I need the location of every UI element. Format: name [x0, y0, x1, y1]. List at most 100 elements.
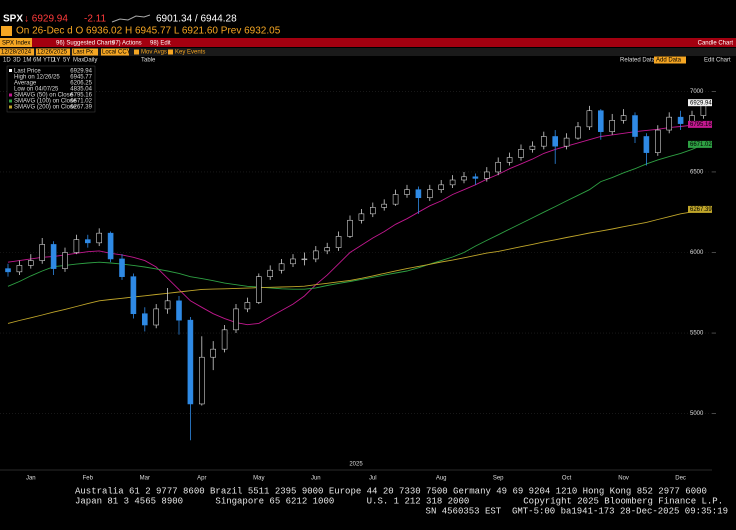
- legend-label: SMAVG (200) on Close: [14, 105, 77, 111]
- candle-body: [666, 116, 673, 131]
- legend-label: High on 12/26/25: [14, 75, 60, 81]
- candle-body: [654, 129, 661, 153]
- last-value-tag: [688, 99, 712, 107]
- add-box[interactable]: [654, 56, 686, 64]
- menu-bar: [0, 38, 736, 47]
- x-axis-label: 2025: [349, 462, 363, 468]
- range-button[interactable]: 1D: [3, 58, 11, 64]
- legend-swatch: [9, 93, 12, 97]
- security-box[interactable]: [0, 38, 32, 47]
- candle-body: [301, 258, 308, 261]
- moving-average-line: [7, 123, 704, 326]
- legend-swatch: [9, 105, 12, 109]
- candle-body: [426, 189, 433, 199]
- legend-value: 6795.16: [70, 93, 92, 99]
- x-tick-label: Oct: [562, 476, 572, 482]
- x-tick-label: Apr: [197, 476, 206, 482]
- x-tick-label: Sep: [493, 476, 504, 482]
- bid-ask: 6901.34 / 6944.28: [156, 14, 237, 25]
- candle-body: [164, 300, 171, 310]
- y-tick-label: 5000: [690, 411, 704, 417]
- legend-label: Last Price: [14, 69, 41, 75]
- legend-value: 6206.25: [70, 81, 92, 87]
- table-button[interactable]: Table: [141, 58, 156, 64]
- candle-body: [415, 189, 422, 199]
- x-tick-label: Nov: [618, 476, 629, 482]
- range-button[interactable]: YTD: [43, 58, 56, 64]
- candle-body: [404, 189, 410, 195]
- currency[interactable]: Local CCY: [102, 50, 131, 56]
- field-box[interactable]: [72, 48, 98, 56]
- candle-body: [312, 250, 319, 260]
- legend-label: SMAVG (100) on Close: [14, 99, 77, 105]
- candle-body: [677, 116, 684, 124]
- range-button[interactable]: 6M: [33, 58, 41, 64]
- field[interactable]: Last Px: [73, 50, 93, 56]
- candle-body: [563, 137, 570, 147]
- ticker: SPX: [3, 14, 23, 25]
- frequency[interactable]: Daily: [84, 58, 97, 64]
- x-tick-label: May: [253, 476, 264, 482]
- candle-body: [255, 276, 262, 303]
- candle-body: [335, 236, 342, 248]
- range-button[interactable]: 5Y: [63, 58, 70, 64]
- edit-chart[interactable]: Edit Chart: [704, 58, 731, 64]
- candle-body: [472, 176, 479, 179]
- menu-item[interactable]: 96) Suggested Charts: [56, 41, 114, 47]
- candle-body: [597, 110, 604, 132]
- candle-body: [267, 269, 274, 277]
- field-box[interactable]: [101, 48, 129, 56]
- field-box[interactable]: [0, 48, 34, 56]
- x-tick-label: Feb: [83, 476, 94, 482]
- legend-label: SMAVG (50) on Close: [14, 93, 74, 99]
- candle-body: [210, 348, 216, 358]
- menu-item[interactable]: 97) Actions: [112, 41, 142, 47]
- menu-item[interactable]: 98) Edit: [150, 41, 171, 47]
- security[interactable]: SPX Index: [2, 41, 30, 47]
- x-tick-label: Dec: [675, 476, 686, 482]
- range-button[interactable]: 1Y: [53, 58, 60, 64]
- range-button[interactable]: Max: [73, 58, 84, 64]
- candle-body: [73, 239, 80, 253]
- field-box[interactable]: [36, 48, 70, 56]
- legend: Last Price 6929.94 High on 12/26/25 6945…: [6, 65, 96, 113]
- end-date[interactable]: 12/26/2025: [37, 50, 68, 56]
- candle-body: [540, 136, 547, 147]
- candle-body: [518, 149, 524, 158]
- candle-body: [85, 239, 91, 244]
- toolbar: [0, 48, 736, 56]
- last-value-label: 6267.39: [690, 207, 712, 213]
- candle-body: [221, 329, 228, 350]
- candle-body: [643, 136, 650, 153]
- checkbox[interactable]: [134, 49, 139, 55]
- add-data[interactable]: Add Data: [656, 58, 682, 64]
- study[interactable]: Mov Avgs: [141, 50, 167, 56]
- candle-body: [142, 313, 148, 326]
- legend-swatch: [9, 99, 12, 103]
- start-date[interactable]: 12/28/2024: [1, 50, 32, 56]
- candle-body: [449, 179, 456, 186]
- change: -2.11: [84, 14, 106, 25]
- range-button[interactable]: 3D: [13, 58, 21, 64]
- candle-body: [5, 268, 11, 273]
- checkbox[interactable]: [168, 49, 173, 55]
- candle-body: [529, 145, 536, 150]
- range-button[interactable]: 1M: [23, 58, 31, 64]
- study[interactable]: Key Events: [175, 50, 205, 56]
- candle-body: [50, 244, 57, 269]
- related-data[interactable]: Related Data: [620, 58, 656, 64]
- candle-body: [187, 319, 194, 405]
- icon[interactable]: [1, 26, 12, 36]
- legend-value: 6945.77: [70, 75, 92, 81]
- candle-body: [130, 276, 137, 315]
- candle-body: [119, 258, 125, 277]
- candle-body: [62, 252, 68, 269]
- y-tick-label: 5500: [690, 331, 704, 337]
- candle-body: [324, 247, 331, 252]
- candle-body: [16, 265, 23, 273]
- footer-line: SN 4560353 EST GMT-5:00 ba1941-173 28-De…: [426, 506, 728, 516]
- candle-body: [461, 176, 467, 181]
- candle-body: [244, 302, 251, 310]
- candle-body: [575, 126, 581, 139]
